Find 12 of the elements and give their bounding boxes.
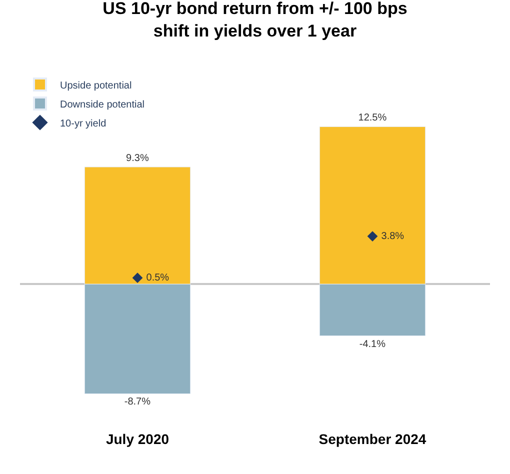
data-label: 12.5% <box>358 112 387 124</box>
data-label: 0.5% <box>144 272 170 284</box>
legend-label: Downside potential <box>60 99 144 110</box>
legend-label: Upside potential <box>60 80 132 92</box>
legend-label: 10-yr yield <box>60 118 106 130</box>
data-label: -8.7% <box>124 396 151 408</box>
data-label: -4.1% <box>359 338 386 350</box>
chart-title: US 10-yr bond return from +/- 100 bps shift in yields over 1 year <box>102 0 408 40</box>
x-tick-label: July 2020 <box>106 431 170 447</box>
data-label: 3.8% <box>378 230 404 242</box>
x-tick-label: September 2024 <box>318 431 426 447</box>
data-label: 9.3% <box>126 152 149 164</box>
